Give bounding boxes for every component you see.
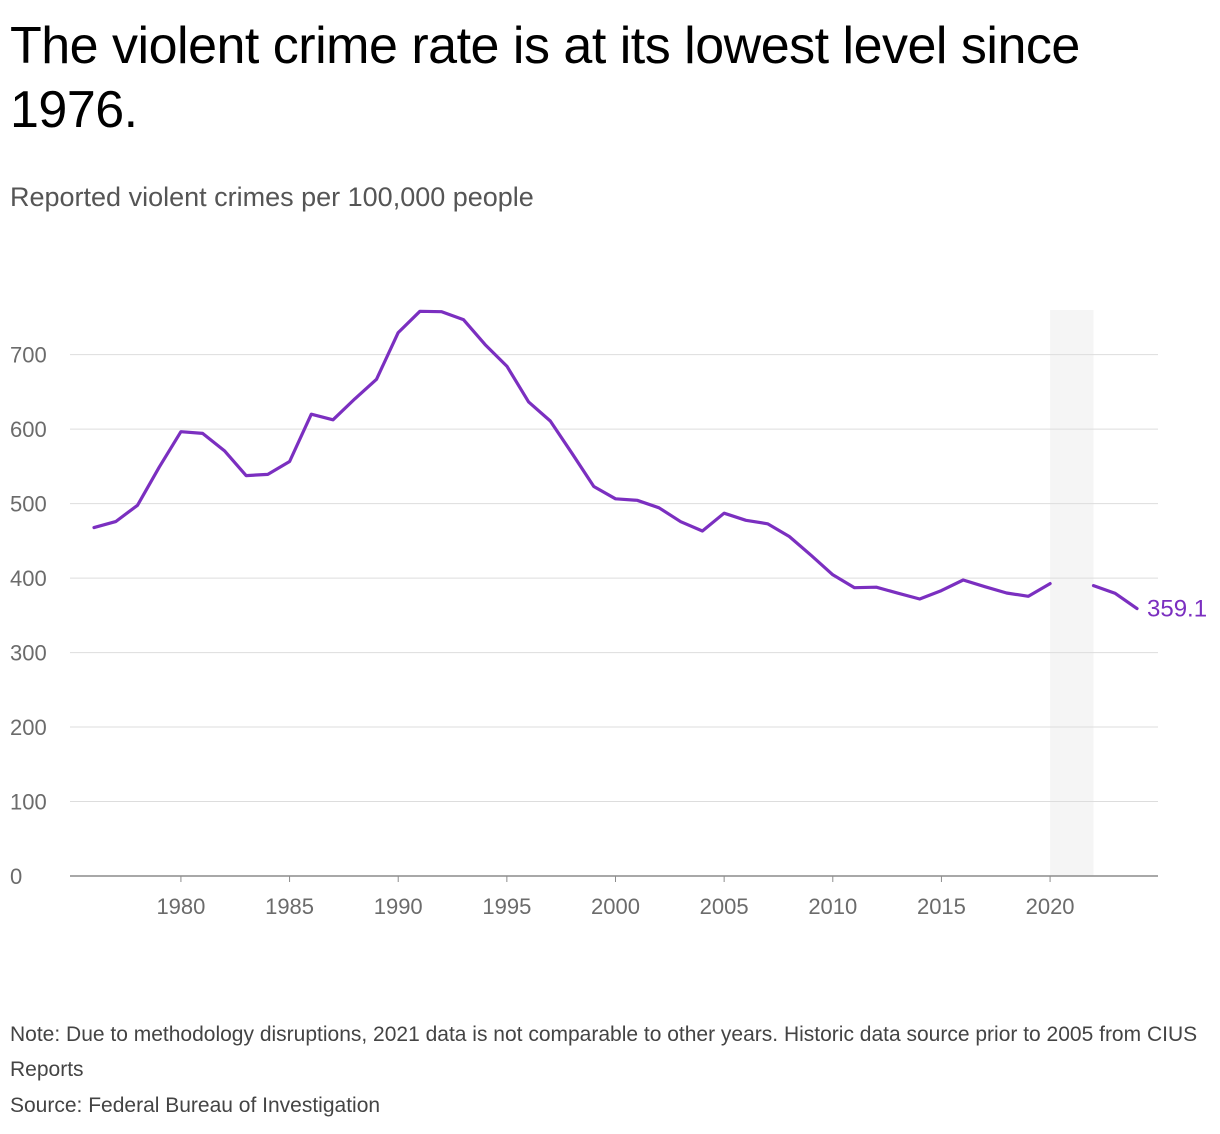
series-line: [92, 309, 1052, 601]
grid-layer: [70, 354, 1158, 877]
x-tick-label: 2010: [808, 894, 857, 919]
chart-note: Note: Due to methodology disruptions, 20…: [10, 1023, 1198, 1081]
label-layer: 359.1: [1147, 596, 1207, 623]
x-axis-ticks: 1980 1985 1990 1995 2000 2005 2010 2015 2020: [156, 876, 1075, 919]
chart-subtitle: Reported violent crimes per 100,000 peop…: [10, 182, 534, 212]
x-tick-label: 1980: [156, 894, 205, 919]
x-tick-label: 1995: [482, 894, 531, 919]
y-tick-label: 0: [10, 864, 22, 889]
x-tick-label: 1985: [265, 894, 314, 919]
x-tick-label: 2005: [700, 894, 749, 919]
y-tick-label: 500: [10, 492, 47, 517]
x-tick-label: 2020: [1026, 894, 1075, 919]
y-tick-label: 200: [10, 715, 47, 740]
chart-title: The violent crime rate is at its lowest …: [10, 17, 1080, 139]
x-tick-label: 1990: [374, 894, 423, 919]
x-tick-label: 2015: [917, 894, 966, 919]
y-tick-label: 400: [10, 566, 47, 591]
chart-source: Source: Federal Bureau of Investigation: [10, 1094, 381, 1117]
y-tick-label: 300: [10, 641, 47, 666]
end-value-label: 359.1: [1147, 596, 1207, 623]
highlight-layer: [1050, 310, 1094, 876]
y-tick-label: 600: [10, 417, 47, 442]
series-line: [1091, 583, 1139, 611]
line-chart: 0 100 200 300 400 500 600 700 1980 1985 1990 1995 2…: [10, 309, 1207, 919]
y-tick-label: 700: [10, 343, 47, 368]
methodology-gap-band: [1050, 310, 1094, 876]
series-layer: [92, 309, 1139, 611]
y-axis-ticks: 0 100 200 300 400 500 600 700: [10, 343, 47, 889]
y-tick-label: 100: [10, 790, 47, 815]
x-tick-label: 2000: [591, 894, 640, 919]
